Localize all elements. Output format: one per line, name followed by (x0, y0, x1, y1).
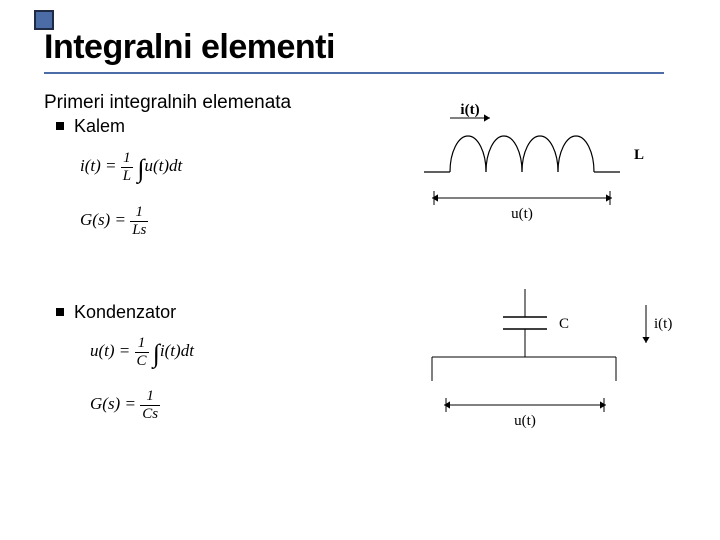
formula-kond-ut: u(t) = 1 C ∫i(t)dt (90, 335, 194, 369)
fraction: 1 Cs (140, 388, 160, 422)
inductor-svg: i(t)Lu(t) (410, 108, 690, 248)
svg-text:u(t): u(t) (514, 413, 536, 429)
item-label: Kalem (74, 116, 125, 136)
formula-kalem-it: i(t) = 1 L ∫u(t)dt (80, 150, 182, 184)
formula-lhs: i(t) = (80, 156, 117, 175)
fraction: 1 Ls (130, 204, 148, 238)
accent-square (34, 10, 54, 30)
integral-icon: ∫ (153, 339, 160, 368)
svg-text:i(t): i(t) (654, 316, 672, 332)
bullet-item-kondenzator: Kondenzator (56, 302, 176, 323)
svg-text:L: L (634, 147, 644, 163)
formula-kond-gs: G(s) = 1 Cs (90, 388, 160, 422)
capacitor-svg: Ci(t) u(t) (410, 295, 690, 455)
bullet-item-kalem: Kalem (56, 116, 125, 137)
bullet-icon (56, 122, 64, 130)
formula-kalem-gs: G(s) = 1 Ls (80, 204, 148, 238)
subtitle: Primeri integralnih elemenata (44, 92, 291, 114)
item-label: Kondenzator (74, 302, 176, 322)
formula-lhs: G(s) = (90, 394, 136, 413)
title-underline (44, 72, 664, 74)
diagram-inductor: i(t)Lu(t) (410, 108, 690, 248)
formula-rhs: u(t)dt (144, 156, 182, 175)
diagram-capacitor: Ci(t) u(t) (410, 295, 690, 455)
svg-text:u(t): u(t) (511, 206, 533, 222)
formula-rhs: i(t)dt (160, 341, 194, 360)
fraction: 1 C (135, 335, 149, 369)
formula-lhs: u(t) = (90, 341, 130, 360)
page-title: Integralni elementi (44, 28, 335, 67)
svg-text:i(t): i(t) (460, 102, 479, 118)
svg-text:C: C (559, 316, 569, 332)
bullet-icon (56, 308, 64, 316)
fraction: 1 L (121, 150, 133, 184)
formula-lhs: G(s) = (80, 210, 126, 229)
